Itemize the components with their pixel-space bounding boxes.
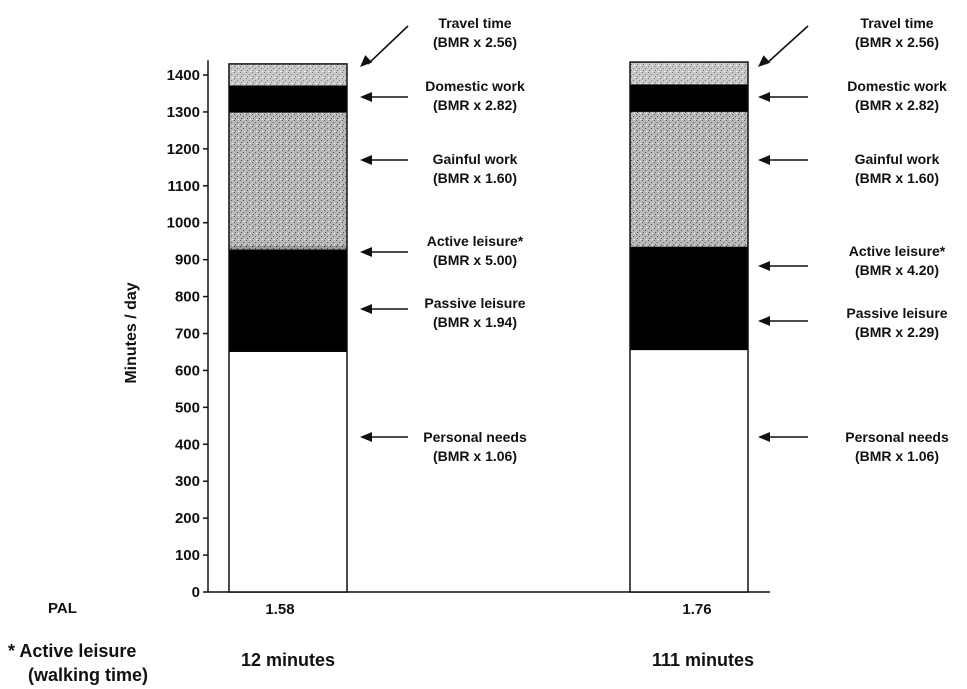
annotation-active-leisure-factor: (BMR x 5.00): [433, 252, 517, 268]
segment-travel-time: [229, 63, 347, 86]
annotation-active-leisure-label: Active leisure*: [849, 243, 946, 259]
pal-value-1: 1.58: [265, 601, 294, 618]
annotation-passive-leisure-label: Passive leisure: [846, 305, 947, 321]
y-tick-label: 1400: [167, 67, 200, 84]
pal-row-label: PAL: [48, 600, 77, 617]
annotation-arrow-shaft: [367, 25, 409, 65]
segment-passive-leisure: [630, 246, 748, 351]
annotation-arrow-shaft: [765, 25, 809, 65]
segment-personal-needs: [630, 350, 748, 592]
footer: PAL 1.58 1.76 * Active leisure (walking time…: [8, 600, 754, 685]
annotation-arrow-head: [360, 55, 373, 67]
footnote-label-line1: * Active leisure: [8, 641, 136, 661]
annotation-arrow-head: [758, 432, 770, 442]
annotation-personal-needs-factor: (BMR x 1.06): [855, 448, 939, 464]
pal-value-2: 1.76: [682, 601, 711, 618]
annotation-travel-time-label: Travel time: [860, 15, 933, 31]
segment-active-leisure: [630, 244, 748, 247]
annotation-active-leisure-label: Active leisure*: [427, 233, 524, 249]
annotation-arrow-head: [758, 261, 770, 271]
segment-domestic-work: [229, 85, 347, 113]
segment-active-leisure: [229, 244, 347, 250]
y-axis: 0 100 200 300 400 500 600 700 800 900 1000 1100 1200…: [123, 60, 770, 601]
segment-domestic-work: [630, 84, 748, 112]
y-tick-label: 800: [175, 289, 200, 306]
annotation-gainful-work-factor: (BMR x 1.60): [433, 170, 517, 186]
footnote-value-1: 12 minutes: [241, 650, 335, 670]
annotation-travel-time-factor: (BMR x 2.56): [433, 34, 517, 50]
annotation-domestic-work-factor: (BMR x 2.82): [433, 97, 517, 113]
segment-passive-leisure: [229, 249, 347, 352]
y-axis-label: Minutes / day: [123, 282, 140, 383]
annotation-passive-leisure-factor: (BMR x 1.94): [433, 314, 517, 330]
y-tick-label: 1200: [167, 141, 200, 158]
segment-gainful-work: [229, 112, 347, 245]
bar-outline: [629, 61, 749, 593]
annotation-passive-leisure-factor: (BMR x 2.29): [855, 324, 939, 340]
annotation-arrow-head: [758, 92, 770, 102]
annotation-domestic-work-label: Domestic work: [847, 78, 947, 94]
annotation-personal-needs-label: Personal needs: [845, 429, 949, 445]
annotation-personal-needs-factor: (BMR x 1.06): [433, 448, 517, 464]
bar-1: [228, 63, 348, 593]
annotation-arrow-head: [360, 155, 372, 165]
annotation-arrow-head: [360, 432, 372, 442]
annotation-arrow-head: [758, 155, 770, 165]
y-tick-label: 900: [175, 252, 200, 269]
annotation-arrow-head: [360, 92, 372, 102]
bar-2: [629, 61, 749, 593]
y-tick-label: 300: [175, 473, 200, 490]
bars: [228, 61, 749, 593]
footnote-label-line2: (walking time): [28, 665, 148, 685]
annotation-arrow-head: [758, 316, 770, 326]
segment-personal-needs: [229, 351, 347, 592]
annotation-domestic-work-factor: (BMR x 2.82): [855, 97, 939, 113]
y-tick-label: 400: [175, 436, 200, 453]
annotation-travel-time-label: Travel time: [438, 15, 511, 31]
y-tick-label: 1100: [167, 178, 200, 195]
annotation-personal-needs-label: Personal needs: [423, 429, 527, 445]
y-tick-label: 600: [175, 362, 200, 379]
footnote-value-2: 111 minutes: [652, 650, 754, 670]
segment-travel-time: [630, 62, 748, 85]
segment-gainful-work: [630, 111, 748, 245]
annotation-passive-leisure-label: Passive leisure: [424, 295, 525, 311]
y-tick-label: 0: [192, 584, 200, 601]
annotation-arrow-head: [360, 247, 372, 257]
annotation-active-leisure-factor: (BMR x 4.20): [855, 262, 939, 278]
y-tick-label: 700: [175, 326, 200, 343]
y-tick-label: 1300: [167, 104, 200, 121]
y-tick-label: 1000: [167, 215, 200, 232]
annotation-arrow-head: [758, 55, 771, 67]
annotation-gainful-work-label: Gainful work: [433, 151, 518, 167]
annotation-gainful-work-factor: (BMR x 1.60): [855, 170, 939, 186]
y-tick-label: 200: [175, 510, 200, 527]
annotation-travel-time-factor: (BMR x 2.56): [855, 34, 939, 50]
annotation-gainful-work-label: Gainful work: [855, 151, 940, 167]
annotation-domestic-work-label: Domestic work: [425, 78, 525, 94]
annotations: Personal needs (BMR x 1.06) Passive leisur…: [360, 15, 949, 464]
y-tick-label: 500: [175, 399, 200, 416]
annotation-arrow-head: [360, 304, 372, 314]
y-tick-label: 100: [175, 547, 200, 564]
bar-outline: [228, 63, 348, 593]
